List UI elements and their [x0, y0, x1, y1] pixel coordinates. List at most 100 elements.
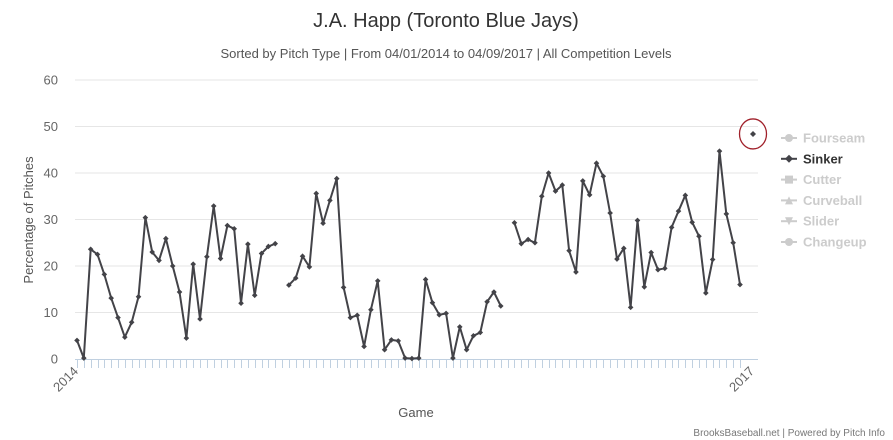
- y-axis-ticks: 0 10 20 30 40 50 60: [44, 73, 58, 367]
- sinker-point: [552, 188, 559, 194]
- sinker-point: [538, 193, 545, 200]
- y-tick-label: 10: [44, 305, 58, 320]
- sinker-point: [627, 304, 634, 311]
- sinker-point: [614, 256, 620, 262]
- x-axis-title: Game: [398, 405, 433, 420]
- sinker-line: [287, 177, 502, 360]
- sinker-point: [224, 222, 231, 229]
- sinker-point: [422, 276, 429, 283]
- chart-subtitle: Sorted by Pitch Type | From 04/01/2014 t…: [221, 46, 672, 61]
- sinker-point: [402, 355, 408, 361]
- y-tick-label: 30: [44, 212, 58, 227]
- grid-lines: [75, 79, 758, 313]
- sinker-point: [74, 337, 80, 344]
- sinker-point: [484, 299, 490, 305]
- sinker-point: [306, 264, 313, 270]
- sinker-point: [101, 271, 108, 278]
- sinker-point: [566, 247, 572, 254]
- sinker-point: [245, 241, 251, 247]
- sinker-line: [76, 205, 277, 360]
- sinker-point: [456, 324, 463, 330]
- sinker-point: [149, 249, 155, 255]
- chart-credit: BrooksBaseball.net | Powered by Pitch In…: [693, 428, 885, 439]
- sinker-point: [655, 266, 661, 273]
- legend-item-label: Fourseam: [803, 131, 865, 146]
- highlighted-point: [738, 118, 768, 150]
- sinker-point: [689, 219, 695, 226]
- sinker-point: [354, 312, 361, 319]
- sinker-point: [210, 203, 217, 209]
- sinker-point: [272, 240, 279, 247]
- sinker-point: [497, 303, 504, 309]
- sinker-point: [286, 282, 292, 288]
- sinker-point: [347, 314, 354, 321]
- sinker-point: [682, 192, 689, 199]
- sinker-point: [87, 246, 94, 253]
- sinker-point: [292, 275, 299, 281]
- sinker-point: [94, 251, 101, 258]
- legend-item-label: Changeup: [803, 235, 867, 250]
- sinker-point: [525, 236, 531, 243]
- sinker-point: [634, 217, 641, 224]
- sinker-series: [74, 148, 743, 362]
- sinker-point: [621, 245, 627, 252]
- y-tick-label: 60: [44, 73, 58, 88]
- sinker-point: [395, 338, 402, 344]
- sinker-point: [491, 289, 497, 295]
- sinker-point: [579, 178, 586, 184]
- sinker-point: [313, 190, 320, 197]
- sinker-point: [156, 257, 162, 264]
- sinker-point: [368, 306, 374, 313]
- highlight-diamond-icon: [750, 130, 756, 137]
- sinker-point: [668, 224, 675, 231]
- sinker-point: [573, 269, 579, 275]
- sinker-point: [477, 329, 484, 336]
- sinker-point: [81, 355, 87, 361]
- sinker-point: [436, 312, 443, 318]
- x-tick-label-end: 2017: [726, 364, 757, 395]
- highlight-ring: [738, 118, 768, 150]
- sinker-point: [559, 182, 566, 188]
- sinker-point: [737, 281, 743, 288]
- sinker-point: [463, 346, 470, 353]
- legend-square-icon: [785, 175, 793, 184]
- sinker-point: [641, 284, 648, 290]
- sinker-point: [648, 249, 654, 256]
- sinker-point: [696, 233, 702, 240]
- x-tick-label-start: 2014: [50, 364, 81, 395]
- sinker-point: [238, 300, 244, 306]
- sinker-point: [607, 210, 613, 216]
- legend: Fourseam Sinker Cutter Curveball Slider Chang…: [781, 131, 867, 250]
- sinker-point: [415, 355, 422, 361]
- chart-title: J.A. Happ (Toronto Blue Jays): [313, 10, 579, 32]
- sinker-point: [675, 208, 682, 214]
- sinker-point: [135, 293, 142, 300]
- sinker-point: [258, 250, 265, 257]
- sinker-point: [128, 319, 135, 326]
- sinker-point: [176, 289, 183, 295]
- sinker-point: [163, 235, 169, 242]
- sinker-point: [217, 255, 224, 262]
- sinker-point: [142, 214, 149, 221]
- sinker-point: [586, 192, 593, 198]
- sinker-point: [190, 261, 196, 267]
- sinker-point: [703, 290, 709, 296]
- sinker-point: [340, 284, 347, 291]
- sinker-point: [709, 256, 716, 263]
- sinker-point: [511, 219, 518, 226]
- legend-item-label: Sinker: [803, 151, 843, 166]
- sinker-point: [204, 253, 210, 260]
- y-axis-title: Percentage of Pitches: [21, 156, 36, 284]
- sinker-point: [381, 346, 388, 353]
- sinker-point: [197, 316, 203, 322]
- sinker-point: [251, 292, 258, 299]
- sinker-point: [169, 263, 176, 269]
- sinker-point: [545, 170, 552, 176]
- y-tick-label: 20: [44, 259, 58, 274]
- sinker-point: [333, 175, 340, 182]
- sinker-point: [122, 334, 128, 340]
- legend-diamond-icon: [785, 154, 793, 163]
- sinker-point: [327, 197, 333, 204]
- x-axis: 2014 2017: [50, 359, 758, 395]
- legend-triangle-icon: [785, 196, 793, 205]
